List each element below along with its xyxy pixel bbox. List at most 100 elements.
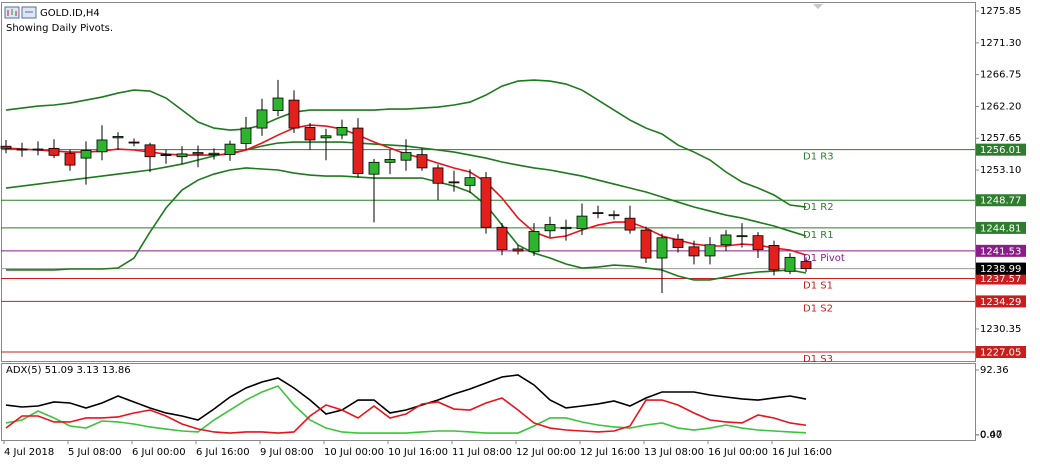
candle-body xyxy=(480,177,492,228)
candle-body xyxy=(608,214,620,217)
level-price-label: 1241.53 xyxy=(980,246,1021,257)
candle-body xyxy=(656,237,668,259)
y-tick-label: 1275.85 xyxy=(980,6,1021,17)
candle-body xyxy=(432,167,444,184)
level-price-box xyxy=(976,143,1026,156)
y-tick-label: 92.36 xyxy=(980,365,1009,376)
candle-body xyxy=(240,127,252,144)
y-tick-label: 0.47 xyxy=(980,430,1002,441)
candle-body xyxy=(176,153,188,158)
x-tick-label: 16 Jul 00:00 xyxy=(708,447,768,458)
candle-body xyxy=(752,235,764,251)
candle-body xyxy=(288,99,300,129)
x-tick-label: 12 Jul 16:00 xyxy=(580,447,640,458)
candle-body xyxy=(528,231,540,253)
level-price-label: 1227.05 xyxy=(980,348,1021,359)
candle-body xyxy=(112,136,124,139)
x-tick-label: 4 Jul 2018 xyxy=(4,447,54,458)
indicator-line xyxy=(5,374,807,421)
level-price-label: 1256.01 xyxy=(980,145,1021,156)
candle-body xyxy=(0,145,12,149)
candle-body xyxy=(48,147,60,156)
x-tick-label: 13 Jul 08:00 xyxy=(644,447,704,458)
candle-body xyxy=(640,229,652,259)
pivot-label: D1 R2 xyxy=(803,202,834,213)
x-tick-label: 6 Jul 16:00 xyxy=(196,447,250,458)
candle-body xyxy=(80,150,92,159)
level-price-label: 1244.81 xyxy=(980,223,1021,234)
candle-body xyxy=(624,217,636,231)
level-price-box xyxy=(976,346,1026,359)
indicator-line xyxy=(5,397,807,434)
pivot-label: D1 Pivot xyxy=(803,253,845,264)
candle-body xyxy=(448,181,460,184)
candle-body xyxy=(352,127,364,174)
candle-body xyxy=(784,256,796,272)
level-price-box xyxy=(976,194,1026,207)
indicator-line xyxy=(5,79,807,208)
candle-body xyxy=(320,135,332,139)
x-tick-label: 12 Jul 00:00 xyxy=(516,447,576,458)
pivot-label: D1 R3 xyxy=(803,152,834,163)
y-tick-label: 1230.35 xyxy=(980,324,1021,335)
last-price-box xyxy=(976,262,1026,275)
candle-body xyxy=(368,161,380,175)
candle-body xyxy=(736,235,748,238)
level-price-label: 1248.77 xyxy=(980,196,1021,207)
y-tick-label: 1271.30 xyxy=(980,38,1021,49)
last-price-label: 1238.99 xyxy=(980,264,1021,275)
candle-body xyxy=(96,139,108,153)
candle-body xyxy=(512,248,524,252)
candle-body xyxy=(64,152,76,166)
x-tick-label: 11 Jul 08:00 xyxy=(452,447,512,458)
x-tick-label: 6 Jul 00:00 xyxy=(132,447,186,458)
x-tick-label: 10 Jul 16:00 xyxy=(388,447,448,458)
candle-body xyxy=(400,152,412,161)
candle-body xyxy=(768,245,780,271)
indicator-line xyxy=(6,167,807,281)
candle-body xyxy=(336,126,348,136)
y-tick-label: 1257.65 xyxy=(980,133,1021,144)
candle-body xyxy=(688,246,700,257)
candle-body xyxy=(304,126,316,141)
pivot-label: D1 S3 xyxy=(803,354,833,365)
level-price-box xyxy=(976,221,1026,234)
x-tick-label: 10 Jul 00:00 xyxy=(324,447,384,458)
candle-body xyxy=(16,148,28,151)
candle-body xyxy=(496,226,508,251)
shift-marker xyxy=(813,4,823,9)
y-tick-label: 1262.20 xyxy=(980,101,1021,112)
chart-title: GOLD.ID,H4 xyxy=(40,8,100,19)
x-tick-label: 9 Jul 08:00 xyxy=(260,447,314,458)
chart-subtitle: Showing Daily Pivots. xyxy=(6,23,113,34)
level-price-box xyxy=(976,295,1026,308)
y-tick-label: 1266.75 xyxy=(980,70,1021,81)
indicator-line xyxy=(5,385,807,434)
candle-body xyxy=(544,224,556,232)
candle-body xyxy=(384,159,396,163)
adx-panel-frame xyxy=(1,363,976,441)
candle-body xyxy=(208,152,220,156)
candle-body xyxy=(704,244,716,257)
x-tick-label: 16 Jul 16:00 xyxy=(772,447,832,458)
candle-body xyxy=(672,238,684,248)
level-price-box xyxy=(976,244,1026,257)
candle-body xyxy=(144,144,156,158)
level-price-label: 1237.57 xyxy=(980,274,1021,285)
symbol-icon xyxy=(4,6,37,19)
candle-body xyxy=(576,215,588,230)
level-price-box xyxy=(976,272,1026,285)
candle-body xyxy=(800,261,812,269)
candle-body xyxy=(224,143,236,156)
candle-body xyxy=(32,148,44,151)
candle-body xyxy=(720,234,732,246)
main-panel-frame xyxy=(1,2,976,362)
y-tick-label: 0.00 xyxy=(980,430,1002,441)
candle-body xyxy=(256,109,268,129)
candle-body xyxy=(160,154,172,157)
candle-body xyxy=(128,141,140,144)
pivot-label: D1 S2 xyxy=(803,303,833,314)
pivot-label: D1 S1 xyxy=(803,281,833,292)
